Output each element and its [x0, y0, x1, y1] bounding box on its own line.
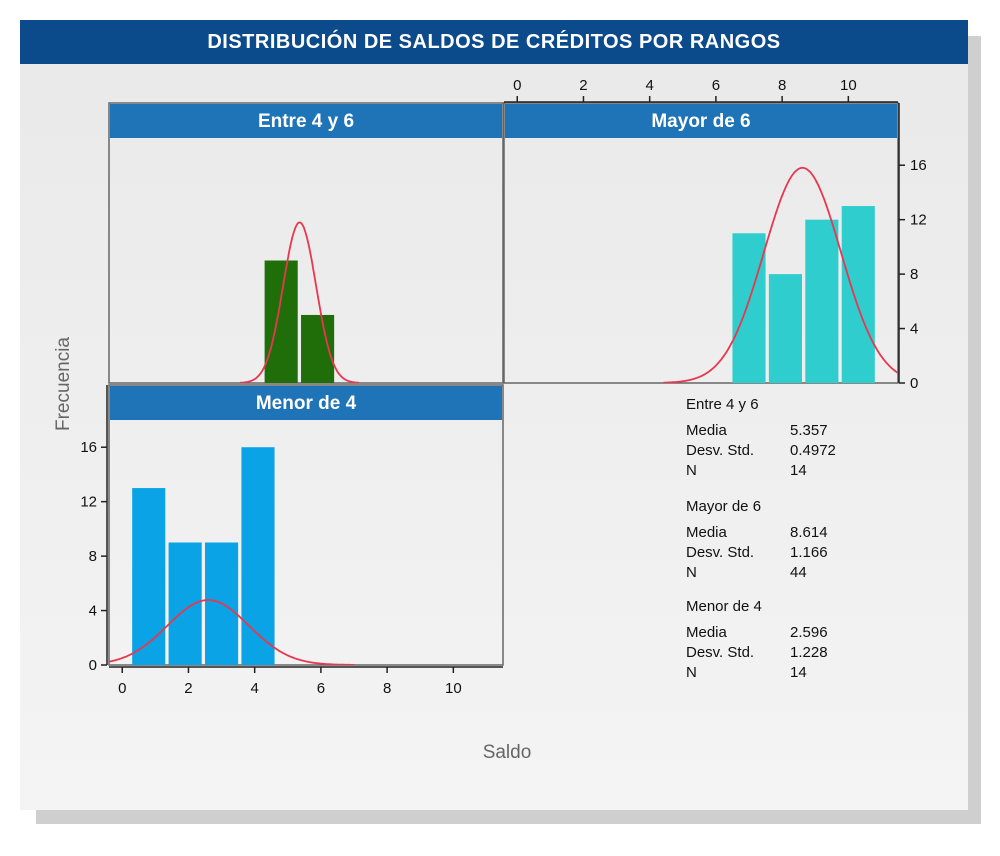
stat-value: 14: [790, 664, 807, 681]
y-tick-label: 4: [89, 603, 97, 620]
right-y-axis: 0 4 8 12 16: [898, 103, 927, 392]
stat-label: Media: [686, 524, 727, 541]
histogram-bar: [732, 233, 766, 383]
y-axis-title: Frecuencia: [53, 337, 74, 431]
stats-group-title: Mayor de 6: [686, 498, 762, 515]
stats-mayor-de-6: Mayor de 6 Media 8.614 Desv. Std. 1.166 N 4…: [686, 498, 828, 583]
stat-value: 8.614: [790, 524, 828, 541]
panel-frame: [108, 384, 504, 666]
stat-label: Desv. Std.: [686, 442, 755, 459]
stats-entre-4-y-6: Entre 4 y 6 Media 5.357 Desv. Std. 0.4972 …: [686, 396, 836, 481]
histogram-bar: [805, 219, 839, 383]
x-tick-label: 2: [184, 680, 192, 697]
panel-header: [110, 104, 502, 138]
panel-title: Menor de 4: [256, 393, 357, 414]
histogram-bar: [264, 260, 298, 383]
y-tick-label: 0: [910, 375, 918, 392]
x-axis-title: Saldo: [483, 742, 532, 763]
stat-value: 1.228: [790, 644, 828, 661]
panel-header: [505, 104, 897, 138]
y-tick-label: 16: [910, 157, 927, 174]
y-tick-label: 8: [89, 548, 97, 565]
stat-value: 2.596: [790, 624, 828, 641]
normal-curve: [240, 221, 360, 383]
stat-label: Desv. Std.: [686, 544, 755, 561]
x-tick-label: 4: [251, 680, 259, 697]
stats-menor-de-4: Menor de 4 Media 2.596 Desv. Std. 1.228 N 1…: [686, 598, 828, 683]
y-tick-label: 4: [910, 321, 918, 338]
stat-label: Media: [686, 422, 727, 439]
stat-value: 5.357: [790, 422, 828, 439]
histogram-bar: [841, 206, 875, 383]
panel-1: Mayor de 6: [503, 102, 899, 384]
normal-curve: [663, 166, 898, 383]
panel-title: Mayor de 6: [651, 111, 750, 132]
y-tick-label: 8: [910, 266, 918, 283]
x-tick-label: 6: [712, 77, 720, 94]
x-tick-label: 8: [383, 680, 391, 697]
stat-label: Media: [686, 624, 727, 641]
panel-frame: [503, 102, 899, 384]
stat-label: Desv. Std.: [686, 644, 755, 661]
histogram-bar: [241, 447, 275, 665]
top-x-axis: 0 2 4 6 8 10: [504, 77, 898, 103]
histogram-bar: [768, 274, 802, 383]
stat-value: 44: [790, 564, 807, 581]
stat-label: N: [686, 664, 697, 681]
bottom-x-axis: 0 2 4 6 8 10: [109, 666, 503, 697]
x-tick-label: 8: [778, 77, 786, 94]
stat-label: N: [686, 564, 697, 581]
y-tick-label: 16: [80, 439, 97, 456]
stat-value: 0.4972: [790, 442, 836, 459]
stats-group-title: Entre 4 y 6: [686, 396, 759, 413]
panel-2: Menor de 4: [108, 384, 504, 666]
histogram-bar: [168, 542, 202, 665]
x-tick-label: 6: [317, 680, 325, 697]
y-tick-label: 12: [80, 494, 97, 511]
x-tick-label: 10: [445, 680, 462, 697]
stat-value: 1.166: [790, 544, 828, 561]
stats-group-title: Menor de 4: [686, 598, 762, 615]
y-tick-label: 0: [89, 657, 97, 674]
x-tick-label: 10: [840, 77, 857, 94]
x-tick-label: 0: [118, 680, 126, 697]
panel-header: [110, 386, 502, 420]
normal-curve: [109, 599, 355, 665]
stat-value: 14: [790, 462, 807, 479]
x-tick-label: 0: [513, 77, 521, 94]
y-tick-label: 12: [910, 212, 927, 229]
x-tick-label: 2: [579, 77, 587, 94]
chart-title: DISTRIBUCIÓN DE SALDOS DE CRÉDITOS POR R…: [20, 20, 968, 64]
panel-0: Entre 4 y 6: [108, 102, 504, 384]
left-y-axis: 0 4 8 12 16: [80, 385, 108, 674]
stat-label: N: [686, 462, 697, 479]
panel-title: Entre 4 y 6: [258, 111, 354, 132]
x-tick-label: 4: [646, 77, 654, 94]
histogram-bar: [132, 488, 166, 665]
